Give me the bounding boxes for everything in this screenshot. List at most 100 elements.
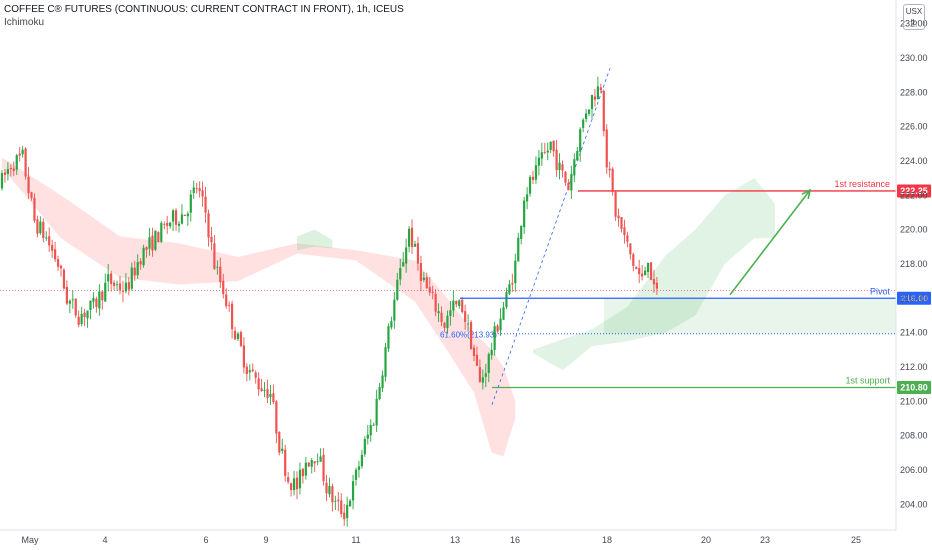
candle-body [369, 425, 372, 436]
candle-body [30, 192, 33, 198]
candle-body [228, 304, 231, 306]
candle-body [328, 486, 331, 495]
candle-body [570, 173, 573, 191]
candle [127, 277, 130, 296]
candle [649, 262, 653, 281]
candle-body [387, 326, 390, 349]
unit-selector[interactable]: USX lb [903, 4, 925, 30]
candle-body [6, 169, 9, 175]
candle-body [552, 140, 555, 152]
candle-body [467, 323, 470, 325]
candle-body [80, 313, 83, 325]
candle [139, 258, 142, 270]
candle [440, 306, 443, 327]
candle-body [177, 223, 181, 226]
candle-body [416, 243, 420, 264]
candle-body [381, 375, 384, 389]
candle-body [301, 468, 304, 477]
candle-body [464, 311, 467, 322]
candle [3, 168, 7, 183]
candle [136, 254, 139, 279]
candle-body [644, 270, 647, 276]
candle [629, 243, 632, 260]
candle [198, 181, 201, 198]
target-zone [604, 298, 896, 334]
candle [36, 215, 39, 238]
candle-body [428, 287, 431, 293]
candle-body [399, 268, 402, 280]
candle-body [186, 213, 189, 217]
candle-body [502, 307, 505, 320]
candle-body [160, 222, 163, 242]
candle [499, 308, 502, 336]
candle [272, 384, 275, 405]
candle [567, 179, 570, 191]
candle-body [410, 227, 414, 247]
x-tick-label: 11 [351, 535, 360, 545]
candle-body [593, 96, 597, 100]
candle-body [74, 298, 77, 316]
candle [434, 289, 437, 317]
candle-body [384, 347, 387, 377]
candle-body [452, 300, 455, 311]
candle-body [649, 262, 653, 280]
candle-body [434, 293, 437, 312]
candle [98, 284, 101, 316]
level-name: 1st support [845, 376, 890, 386]
candle-body [331, 486, 334, 503]
candle-body [481, 377, 484, 383]
candle-body [139, 261, 142, 265]
candle-body [443, 322, 446, 328]
candle [511, 273, 514, 292]
candle-body [86, 310, 89, 319]
candle-body [272, 393, 275, 403]
candle [446, 310, 449, 334]
candle-body [127, 282, 130, 290]
candle-body [602, 91, 605, 132]
candle [77, 310, 80, 328]
candle [390, 316, 393, 330]
candle-body [101, 291, 104, 301]
chart-title: COFFEE C® FUTURES (CONTINUOUS: CURRENT C… [4, 4, 404, 15]
candle [546, 142, 549, 161]
candle-body [490, 349, 493, 356]
candle [183, 214, 186, 216]
level-pivot: Pivot 216.00 [460, 286, 931, 305]
candle [281, 438, 284, 454]
candle [45, 231, 48, 241]
candle-body [236, 333, 240, 339]
candle-body [284, 449, 287, 476]
candle-body [290, 483, 293, 490]
candle [304, 457, 307, 480]
candle [113, 280, 116, 291]
candle-body [115, 284, 119, 286]
indicator-label[interactable]: Ichimoku [4, 17, 45, 28]
candle [351, 474, 355, 510]
candle [487, 352, 490, 383]
candle-body [292, 478, 296, 491]
candle [316, 453, 319, 466]
candle-body [104, 282, 107, 302]
candle [319, 448, 322, 462]
candle-body [508, 284, 511, 294]
candle-body [183, 214, 186, 216]
candle [222, 273, 225, 299]
candle-body [484, 373, 487, 377]
candle [295, 471, 299, 500]
candle-body [257, 378, 260, 390]
candle [86, 310, 89, 328]
candle [62, 268, 66, 290]
candle [520, 225, 523, 245]
candle-body [71, 299, 74, 301]
candle-body [499, 318, 502, 331]
candle-body [204, 196, 207, 213]
candle [461, 297, 464, 314]
candle [177, 221, 181, 233]
candle-body [278, 431, 281, 453]
candle-body [587, 109, 591, 114]
candle [219, 257, 222, 288]
candle-body [396, 279, 399, 300]
x-tick-label: 16 [510, 535, 520, 545]
candle [56, 255, 60, 271]
